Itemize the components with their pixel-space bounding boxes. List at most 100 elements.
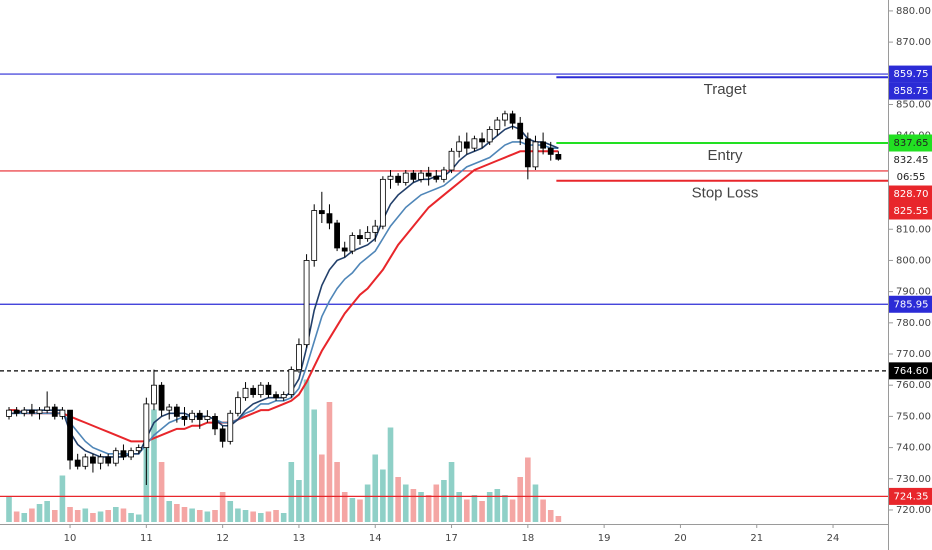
price-label: 832.45	[894, 155, 929, 166]
volume-bar	[326, 402, 333, 522]
volume-bar	[448, 462, 455, 522]
volume-bar	[113, 507, 119, 522]
x-tick-label: 18	[521, 533, 534, 544]
candle-body	[82, 456, 89, 467]
candle-body	[6, 409, 12, 417]
volume-bar	[395, 477, 401, 522]
volume-bar	[402, 484, 409, 522]
volume-bar	[120, 508, 127, 522]
volume-bar	[280, 513, 287, 522]
candle-body	[257, 384, 264, 395]
volume-bar	[97, 511, 104, 522]
volume-bar	[364, 484, 371, 522]
volume-bar	[250, 511, 256, 522]
volume-bar	[555, 516, 562, 522]
candle-body	[280, 394, 287, 399]
volume-bar	[357, 499, 363, 522]
volume-bar	[67, 507, 73, 522]
volume-bar	[319, 454, 325, 522]
volume-bar	[212, 510, 218, 522]
volume-bar	[128, 513, 134, 522]
volume-bar	[334, 462, 340, 522]
volume-bar	[494, 489, 501, 522]
candle-body	[296, 344, 302, 371]
candle-body	[555, 153, 562, 160]
candle-body	[517, 122, 524, 140]
candle-body	[51, 406, 58, 417]
volume-bar	[29, 508, 35, 522]
candle-body	[28, 409, 35, 414]
volume-bar	[235, 508, 241, 522]
volume-bar	[532, 484, 539, 522]
candle-body	[273, 394, 279, 399]
y-tick-label: 750.00	[896, 411, 931, 422]
volume-bar	[456, 492, 462, 522]
price-label-box	[889, 202, 932, 220]
candle-body	[318, 210, 325, 215]
volume-bar	[380, 469, 386, 522]
volume-bar	[44, 501, 50, 522]
price-label-box	[889, 362, 932, 380]
candle-body	[471, 138, 478, 149]
candle-body	[418, 172, 424, 180]
candle-body	[303, 260, 310, 346]
candle-body	[441, 169, 447, 180]
countdown: 06:55	[897, 172, 926, 183]
candle-body	[151, 384, 157, 405]
candle-body	[44, 406, 51, 411]
y-tick-label: 730.00	[896, 474, 931, 485]
volume-bar	[311, 409, 317, 522]
volume-bar	[6, 496, 12, 522]
volume-bar	[36, 504, 43, 522]
candle-body	[189, 412, 196, 420]
volume-bar	[257, 513, 264, 522]
price-label-box	[889, 185, 932, 203]
candle-body	[112, 450, 119, 464]
price-label-box	[889, 134, 932, 152]
volume-bar	[90, 513, 96, 522]
candle-body	[250, 387, 257, 395]
volume-bar	[151, 409, 157, 522]
candle-body	[448, 150, 455, 171]
price-label: 859.75	[894, 69, 929, 80]
y-tick-label: 720.00	[896, 505, 931, 516]
candle-body	[242, 387, 249, 399]
candle-body	[311, 210, 318, 261]
volume-bar	[105, 510, 111, 522]
volume-bar	[486, 492, 493, 522]
candle-body	[524, 138, 531, 168]
volume-bar	[158, 462, 165, 522]
candle-body	[265, 384, 272, 395]
x-tick-label: 17	[445, 533, 458, 544]
level-name: Traget	[704, 81, 748, 98]
y-tick-label: 740.00	[896, 443, 931, 454]
candle-body	[288, 369, 295, 395]
volume-bar	[242, 510, 249, 522]
candle-body	[90, 456, 96, 464]
candle-body	[486, 129, 493, 143]
candle-body	[59, 409, 66, 417]
volume-bar	[410, 489, 417, 522]
volume-bar	[525, 457, 531, 522]
candle-body	[13, 409, 20, 414]
level-name: Entry	[707, 147, 743, 164]
volume-bar	[502, 495, 508, 522]
price-label-box	[889, 151, 932, 186]
volume-bar	[219, 492, 226, 522]
volume-bar	[189, 508, 195, 522]
x-tick-label: 12	[216, 533, 229, 544]
x-tick-label: 14	[369, 533, 382, 544]
candle-body	[532, 141, 539, 168]
volume-bar	[540, 499, 546, 522]
x-tick-label: 19	[598, 533, 611, 544]
y-tick-label: 810.00	[896, 224, 931, 235]
candle-body	[379, 178, 386, 227]
volume-bar	[181, 507, 188, 522]
y-tick-label: 800.00	[896, 255, 931, 266]
candle-body	[341, 247, 348, 252]
price-label-box	[889, 295, 932, 313]
volume-bar	[21, 513, 28, 522]
x-tick-label: 13	[293, 533, 306, 544]
candle-body	[402, 172, 409, 183]
